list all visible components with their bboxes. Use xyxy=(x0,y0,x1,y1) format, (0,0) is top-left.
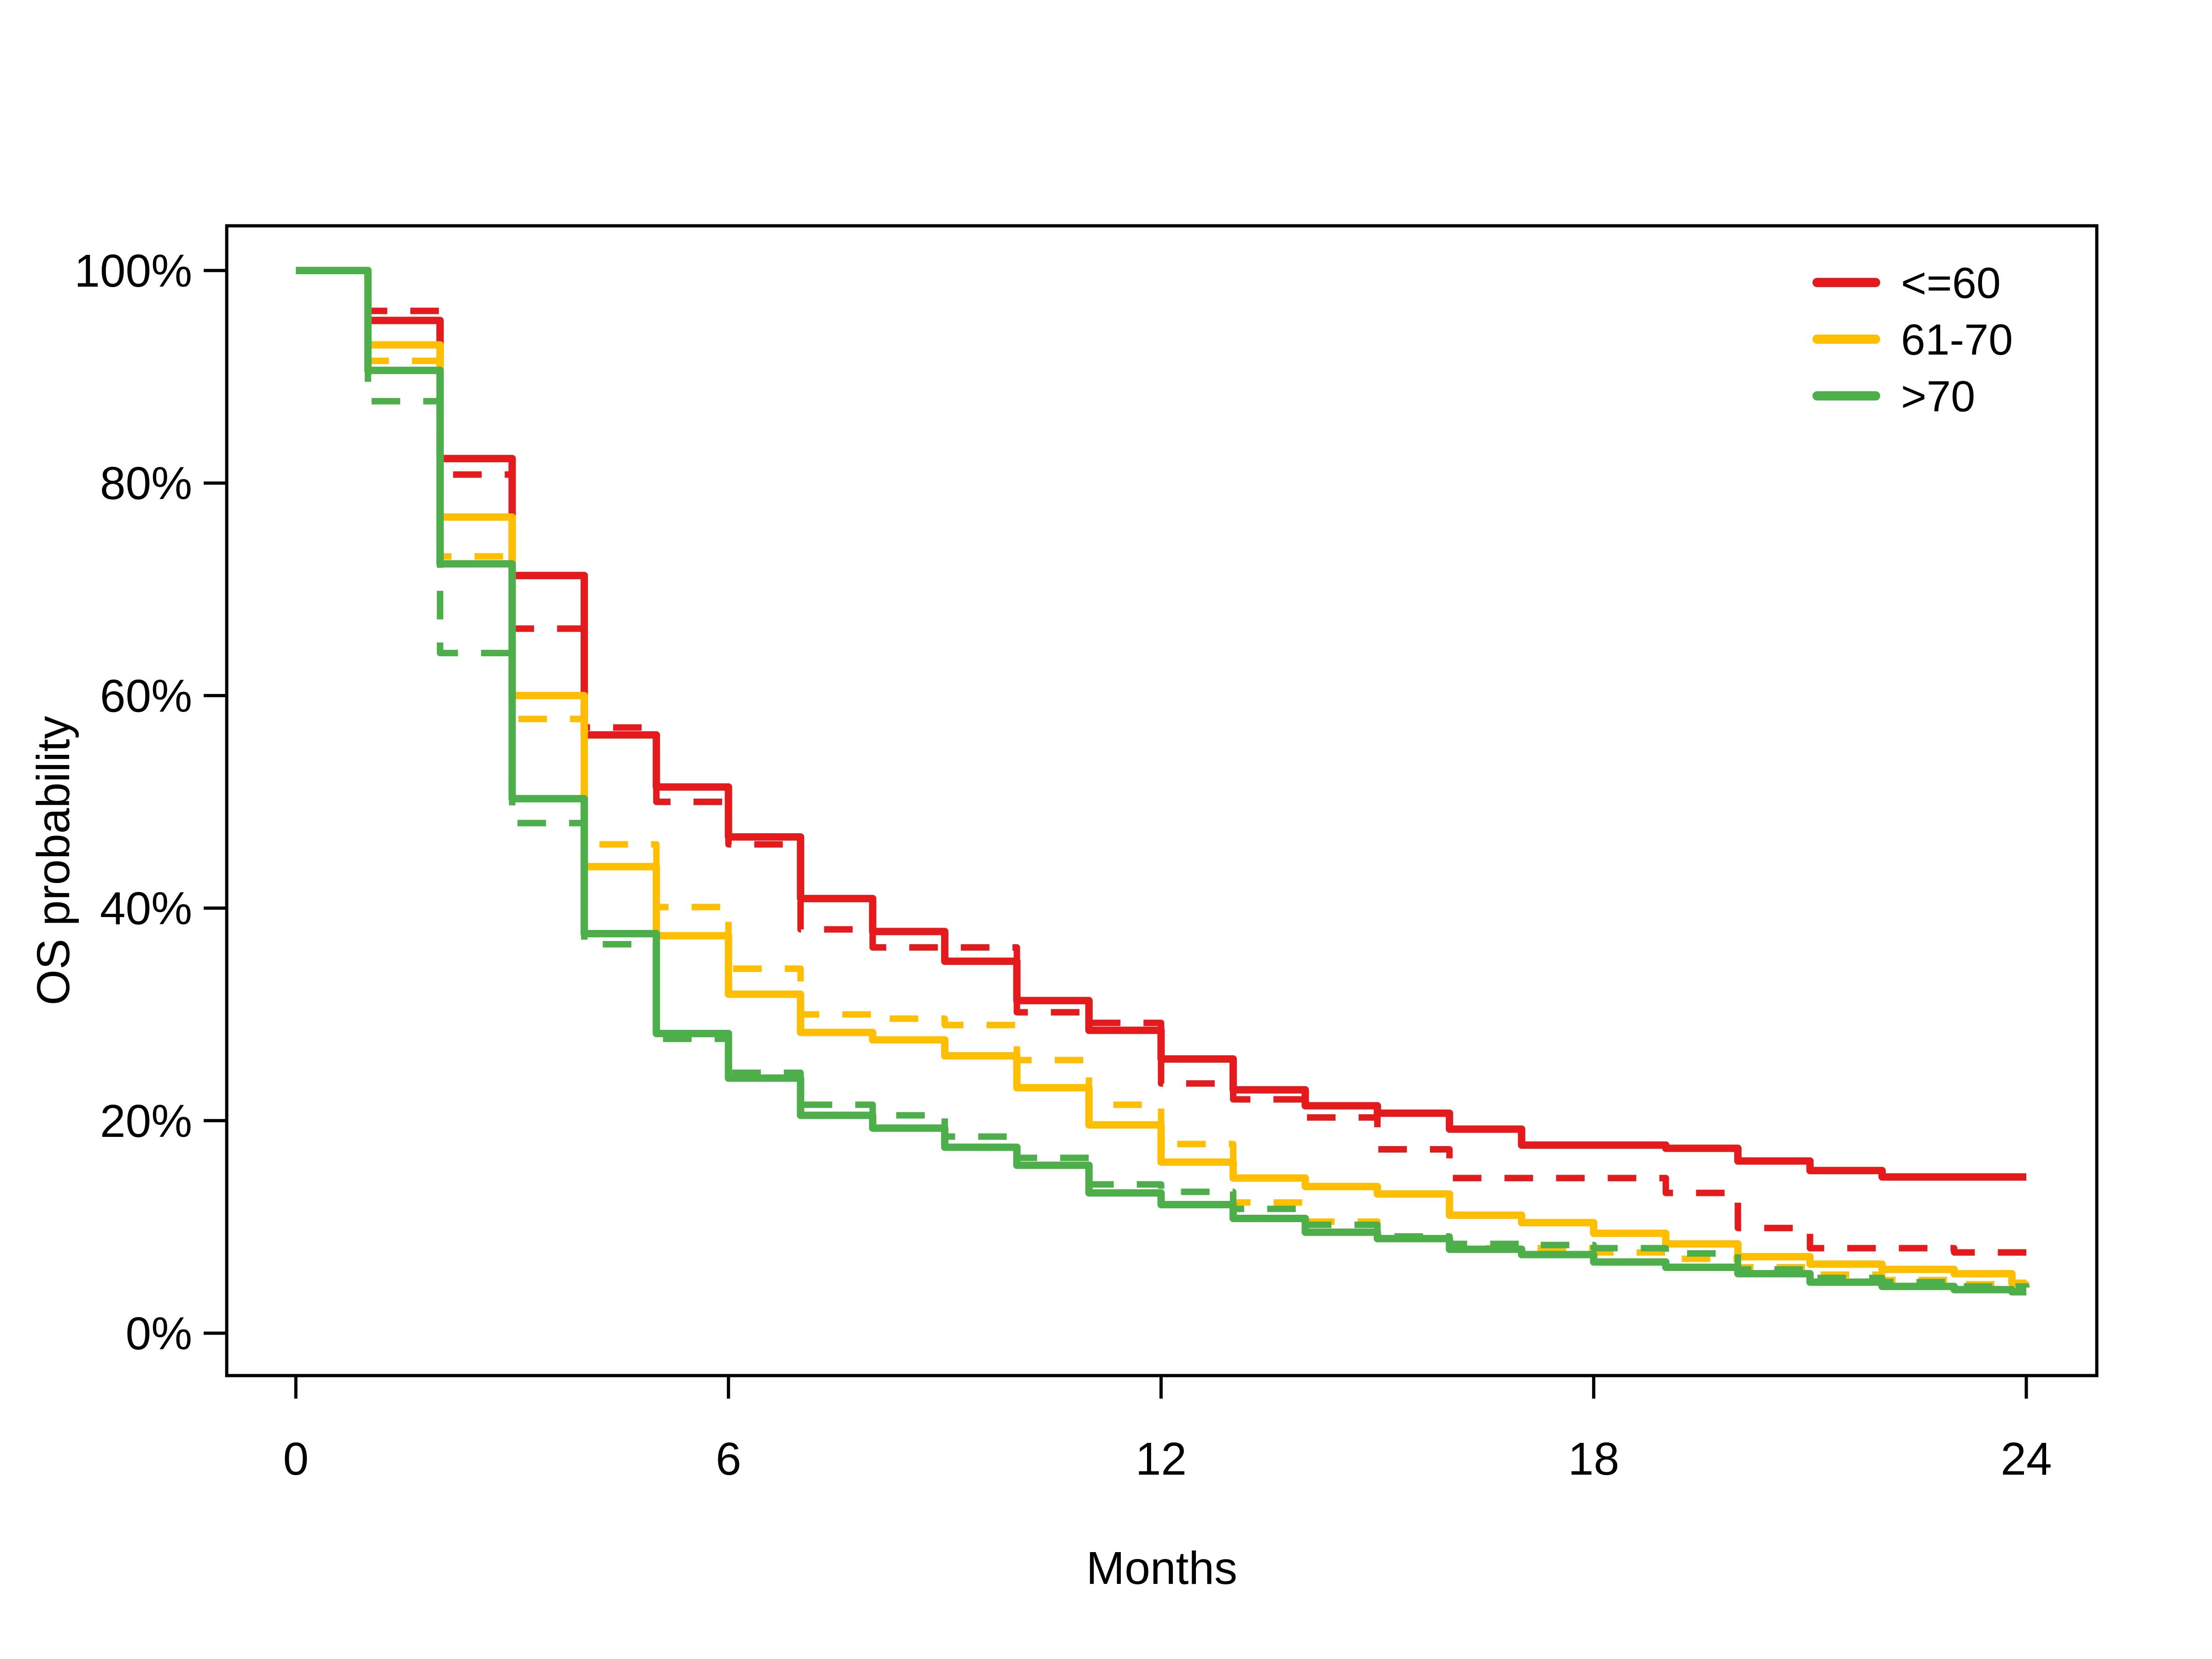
y-axis-tick-label: 20% xyxy=(100,1095,192,1147)
series-gt70-solid xyxy=(296,267,2027,1296)
axes: 0 6 12 18 24 0% 20% 40% 60% 80% 100% Months OS proba… xyxy=(28,224,2099,1594)
series-le60-dashed xyxy=(296,267,2027,1256)
series-le60-solid xyxy=(296,267,2027,1181)
legend: <=60 61-70 >70 xyxy=(1812,259,2013,421)
series-61-70-dashed xyxy=(296,267,2030,1288)
x-axis-tick-label: 0 xyxy=(283,1433,309,1485)
legend-item-2: >70 xyxy=(1812,372,1975,421)
y-axis-tick-label: 80% xyxy=(100,458,192,509)
x-axis-tick-label: 24 xyxy=(2000,1433,2052,1485)
legend-item-0: <=60 xyxy=(1812,259,2001,307)
legend-label: >70 xyxy=(1901,372,1975,421)
survival-curves xyxy=(296,267,2030,1296)
series-61-70-solid xyxy=(296,267,2027,1287)
y-axis-tick-label: 40% xyxy=(100,883,192,935)
legend-label: 61-70 xyxy=(1901,315,2013,364)
y-axis-tick-label: 60% xyxy=(100,670,192,722)
x-axis-tick-label: 12 xyxy=(1135,1433,1187,1485)
x-axis-tick-label: 18 xyxy=(1568,1433,1619,1485)
legend-item-1: 61-70 xyxy=(1812,315,2013,364)
y-axis-tick-label: 0% xyxy=(125,1308,192,1359)
series-gt70-dashed xyxy=(296,267,2030,1290)
y-axis-tick-label: 100% xyxy=(74,245,192,297)
x-axis-title: Months xyxy=(1086,1542,1237,1594)
y-axis-title: OS probability xyxy=(28,716,79,1005)
legend-label: <=60 xyxy=(1901,259,2001,307)
x-axis-tick-label: 6 xyxy=(716,1433,741,1485)
